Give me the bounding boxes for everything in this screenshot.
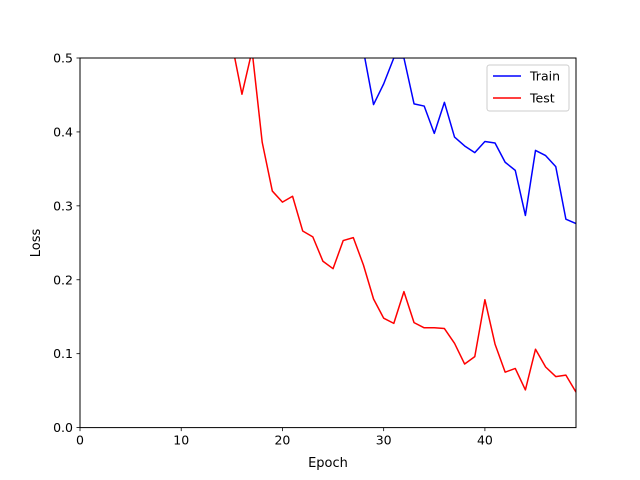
legend-label-train: Train — [529, 69, 560, 84]
y-axis-label: Loss — [29, 229, 44, 258]
x-tick-label: 20 — [274, 433, 290, 448]
series-line-train — [364, 58, 576, 225]
series-layer — [234, 58, 576, 393]
y-tick-label: 0.5 — [53, 51, 73, 66]
y-axis-ticks: 0.0 0.1 0.2 0.3 0.4 0.5 — [53, 51, 80, 435]
x-axis-ticks: 0 10 20 30 40 — [76, 427, 493, 448]
legend-label-test: Test — [529, 91, 555, 106]
x-tick-label: 10 — [173, 433, 189, 448]
y-tick-label: 0.4 — [53, 124, 73, 139]
plot-frame — [79, 57, 577, 429]
y-tick-label: 0.2 — [53, 272, 73, 287]
x-tick-label: 30 — [376, 433, 392, 448]
legend: Train Test — [486, 64, 570, 112]
y-tick-label: 0.1 — [53, 346, 73, 361]
x-tick-label: 0 — [76, 433, 84, 448]
x-axis-label: Epoch — [308, 456, 348, 471]
y-tick-label: 0.0 — [53, 420, 73, 435]
x-tick-label: 40 — [477, 433, 493, 448]
y-tick-label: 0.3 — [53, 198, 73, 213]
plot-area — [80, 58, 576, 428]
